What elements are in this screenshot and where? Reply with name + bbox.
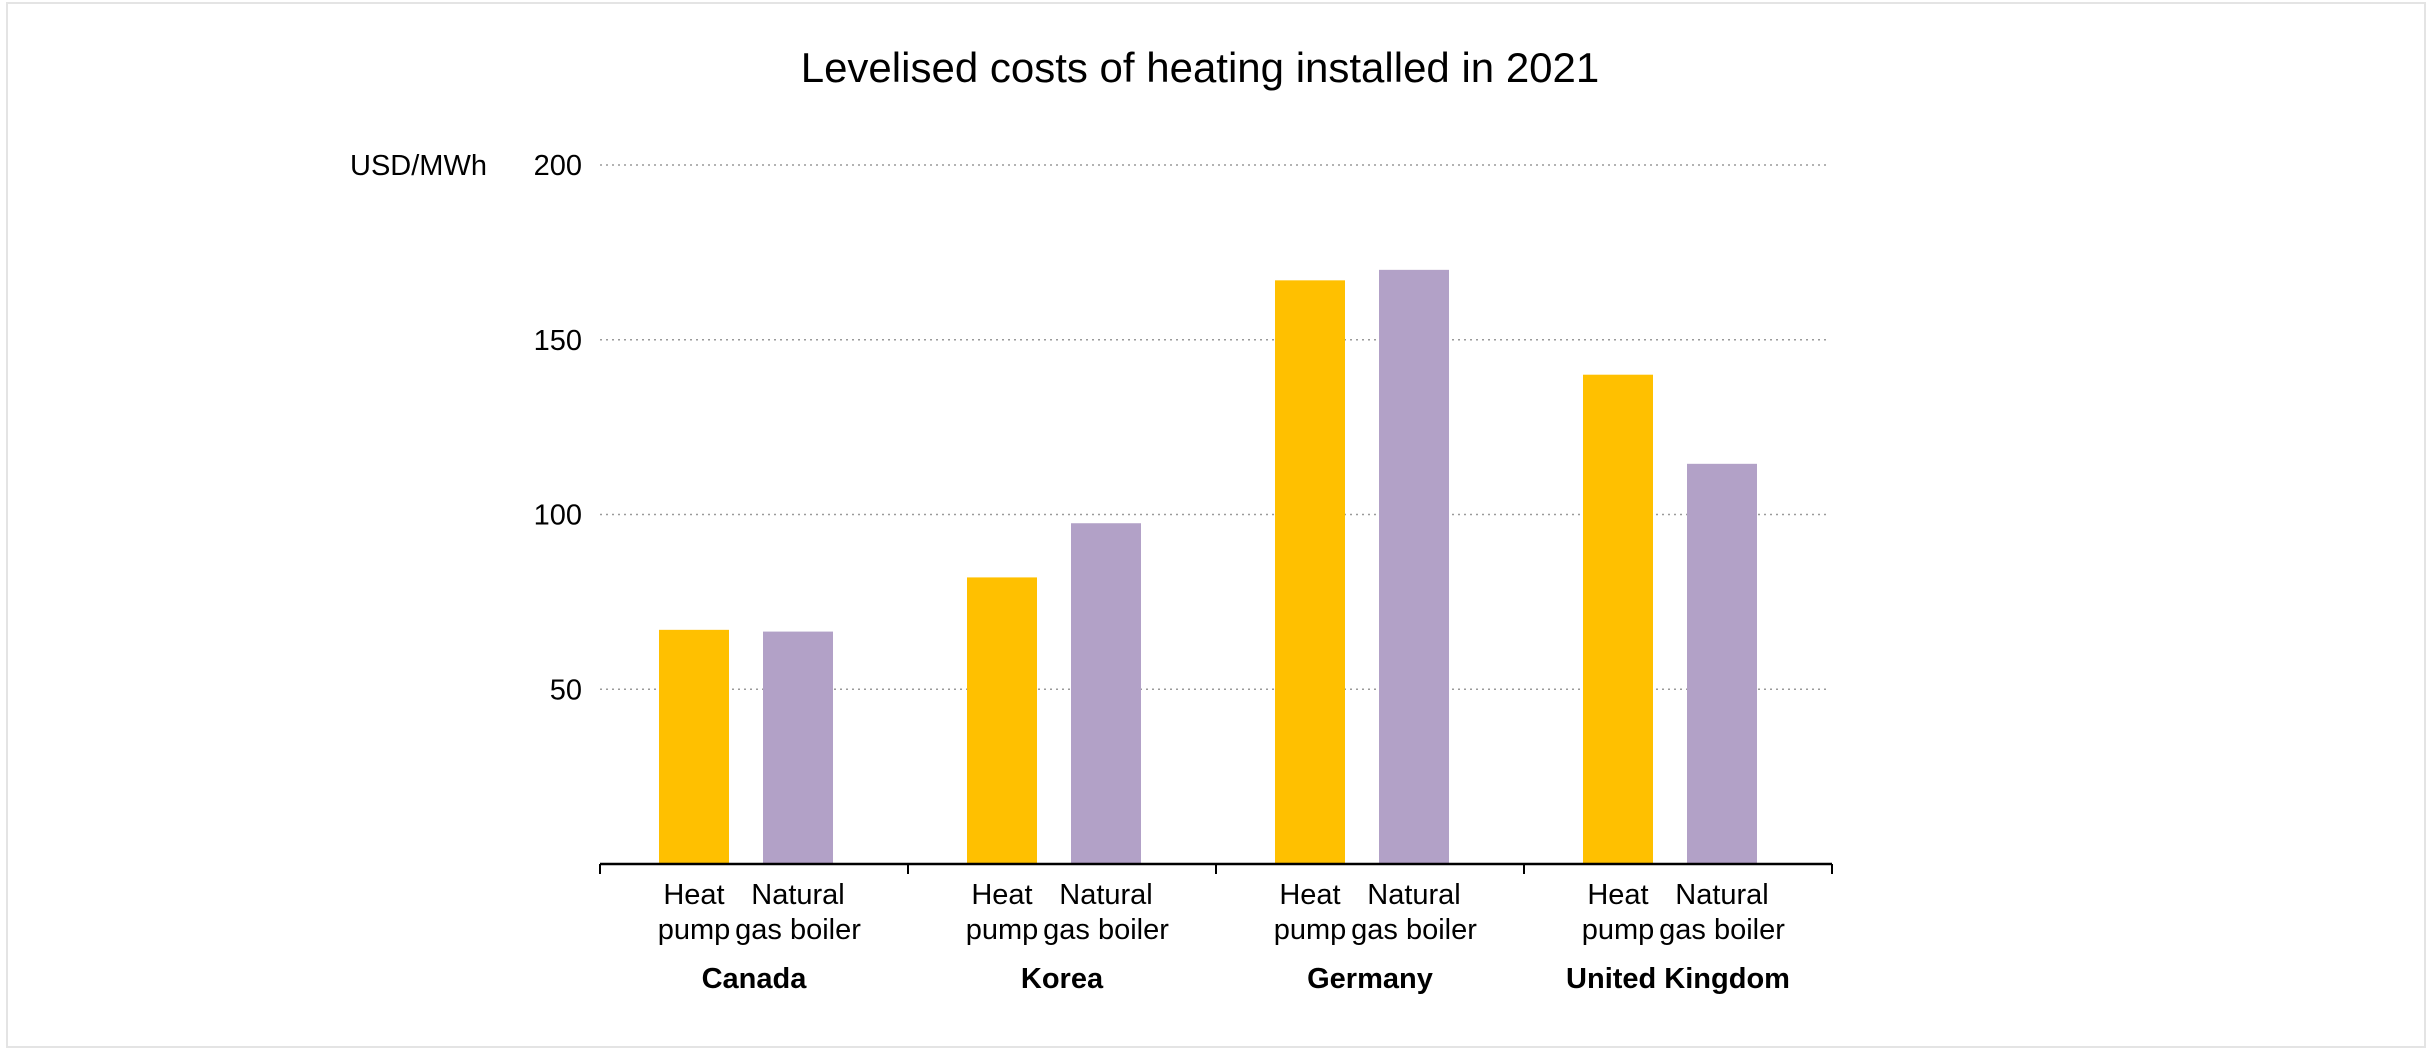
y-tick-label: 200: [534, 150, 582, 182]
bar-gas_boiler: [763, 631, 833, 864]
x-group-label: Germany: [1307, 963, 1433, 995]
x-category-label: gas boiler: [1351, 914, 1477, 946]
x-category-label: Heat: [971, 879, 1032, 911]
x-group-label: Korea: [1021, 963, 1104, 995]
x-category-label: Heat: [1279, 879, 1340, 911]
x-category-label: Heat: [1587, 879, 1648, 911]
x-category-label: Heat: [663, 879, 724, 911]
x-category-label: pump: [1274, 914, 1347, 946]
y-tick-label: 100: [534, 500, 582, 532]
chart-title: Levelised costs of heating installed in …: [801, 44, 1600, 91]
x-category-label: gas boiler: [1043, 914, 1169, 946]
x-category-label: pump: [966, 914, 1039, 946]
y-tick-label: 50: [550, 674, 582, 706]
y-tick-label: 150: [534, 325, 582, 357]
x-group-label: Canada: [702, 963, 808, 995]
x-category-label: Natural: [751, 879, 845, 911]
bar-gas_boiler: [1687, 463, 1757, 864]
x-category-label: gas boiler: [1659, 914, 1785, 946]
bar-heat_pump: [659, 629, 729, 864]
bar-heat_pump: [1583, 374, 1653, 864]
x-category-label: Natural: [1367, 879, 1461, 911]
x-category-label: Natural: [1675, 879, 1769, 911]
x-category-label: pump: [1582, 914, 1655, 946]
bar-heat_pump: [967, 577, 1037, 864]
x-category-label: pump: [658, 914, 731, 946]
x-group-label: United Kingdom: [1566, 963, 1790, 995]
x-category-label: Natural: [1059, 879, 1153, 911]
bar-gas_boiler: [1071, 523, 1141, 864]
bar-gas_boiler: [1379, 269, 1449, 865]
y-axis-unit-label: USD/MWh: [350, 150, 487, 182]
bar-heat_pump: [1275, 280, 1345, 865]
x-category-label: gas boiler: [735, 914, 861, 946]
